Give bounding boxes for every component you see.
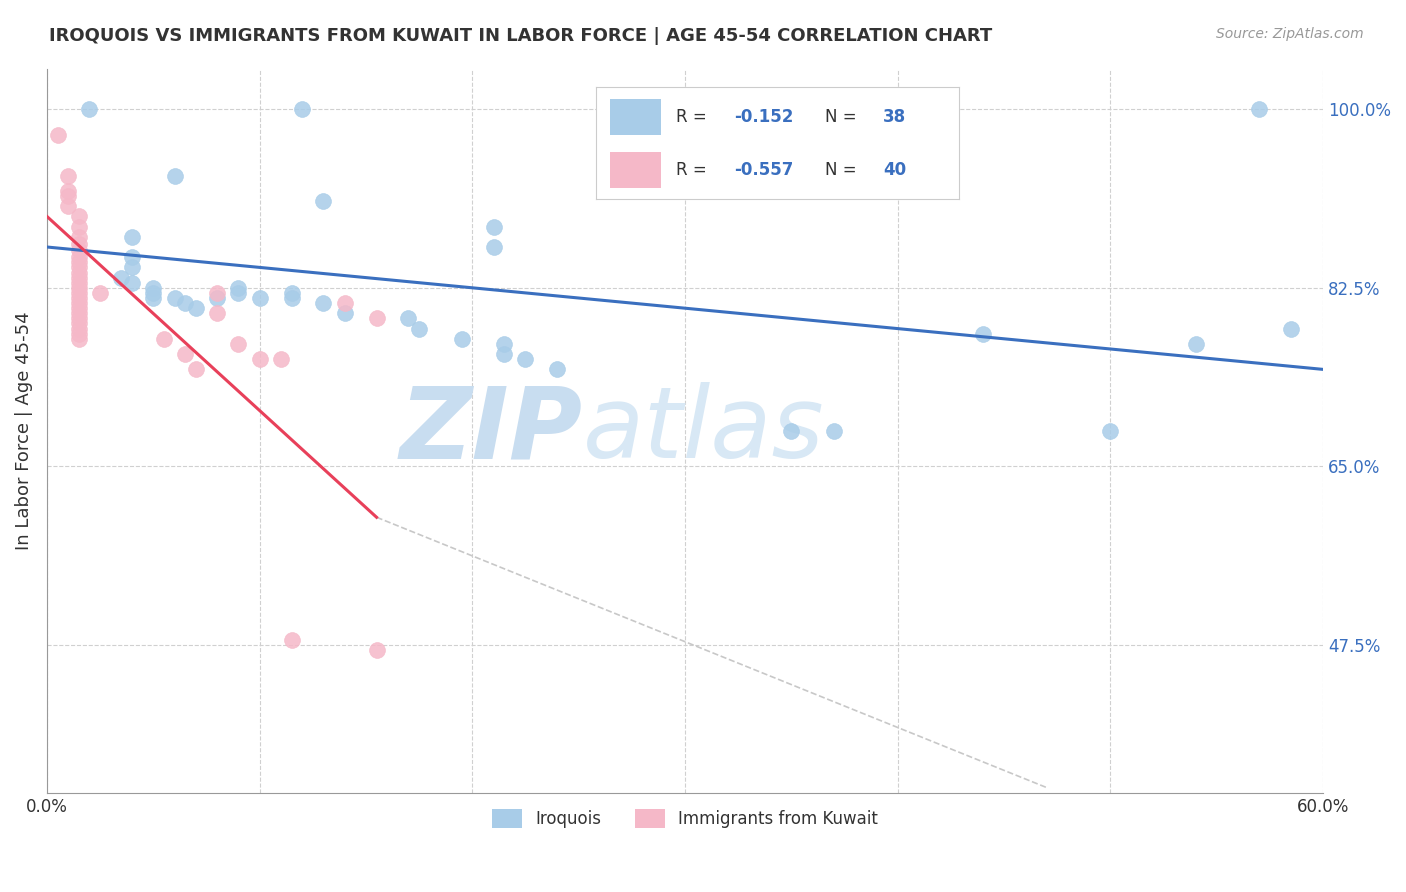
Point (333, 296, 356, 310)
Point (67, 219, 90, 234)
Point (67, 236, 90, 251)
Point (291, 103, 314, 117)
Point (56, 189, 79, 203)
Point (280, 291, 302, 305)
Point (494, 347, 516, 361)
Text: atlas: atlas (583, 382, 824, 479)
Point (67, 260, 90, 275)
Point (67, 332, 90, 346)
Point (780, 424, 803, 438)
Point (972, 326, 994, 341)
Point (67, 210, 90, 224)
Point (184, 301, 207, 316)
Point (312, 194, 335, 208)
Point (450, 332, 472, 346)
Point (205, 306, 228, 320)
Point (67, 321, 90, 335)
Point (67, 311, 90, 326)
Point (1184, 337, 1206, 351)
Point (494, 337, 516, 351)
Point (142, 281, 165, 295)
Point (121, 250, 143, 264)
Point (174, 347, 197, 361)
Point (67, 250, 90, 264)
Point (67, 285, 90, 300)
Point (46, 128, 69, 142)
Point (482, 219, 505, 234)
Point (184, 362, 207, 376)
Point (56, 169, 79, 183)
Point (163, 169, 186, 183)
Point (398, 311, 420, 326)
Point (408, 321, 430, 335)
Point (205, 291, 228, 305)
Point (823, 424, 845, 438)
Point (515, 352, 537, 367)
Point (280, 285, 302, 300)
Point (67, 326, 90, 341)
Point (228, 285, 250, 300)
Point (121, 276, 143, 290)
Point (67, 243, 90, 257)
Text: ZIP: ZIP (399, 382, 583, 479)
Point (56, 184, 79, 198)
Point (163, 291, 186, 305)
Point (482, 240, 505, 254)
Point (121, 229, 143, 244)
Point (67, 281, 90, 295)
Point (366, 643, 388, 657)
Point (610, 103, 633, 117)
Point (249, 352, 271, 367)
Point (366, 311, 388, 326)
Point (56, 199, 79, 213)
Point (142, 291, 165, 305)
Point (67, 229, 90, 244)
Point (89, 285, 111, 300)
Point (67, 255, 90, 269)
Point (67, 265, 90, 279)
Point (205, 285, 228, 300)
Y-axis label: In Labor Force | Age 45-54: In Labor Force | Age 45-54 (15, 311, 32, 549)
Text: IROQUOIS VS IMMIGRANTS FROM KUWAIT IN LABOR FORCE | AGE 45-54 CORRELATION CHART: IROQUOIS VS IMMIGRANTS FROM KUWAIT IN LA… (49, 27, 993, 45)
Point (153, 332, 176, 346)
Point (67, 291, 90, 305)
Point (67, 276, 90, 290)
Point (312, 296, 335, 310)
Point (1249, 103, 1271, 117)
Point (270, 352, 292, 367)
Point (67, 306, 90, 320)
Point (280, 632, 302, 647)
Point (249, 291, 271, 305)
Point (228, 281, 250, 295)
Point (67, 296, 90, 310)
Text: Source: ZipAtlas.com: Source: ZipAtlas.com (1216, 27, 1364, 41)
Point (67, 317, 90, 331)
Point (110, 270, 132, 285)
Point (546, 362, 568, 376)
Point (1099, 424, 1122, 438)
Legend: Iroquois, Immigrants from Kuwait: Iroquois, Immigrants from Kuwait (485, 803, 884, 835)
Point (174, 296, 197, 310)
Point (67, 270, 90, 285)
Point (121, 260, 143, 275)
Point (67, 301, 90, 316)
Point (142, 285, 165, 300)
Point (1279, 321, 1302, 335)
Point (79, 103, 101, 117)
Point (228, 337, 250, 351)
Point (333, 306, 356, 320)
